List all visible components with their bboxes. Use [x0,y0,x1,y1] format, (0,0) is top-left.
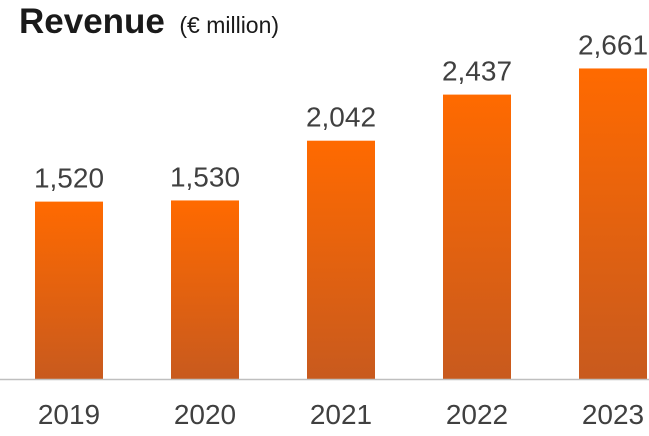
category-label-2023: 2023 [582,399,644,430]
bar-2020 [171,200,239,379]
value-label-2021: 2,042 [306,102,376,133]
value-label-2022: 2,437 [442,56,512,87]
category-label-2022: 2022 [446,399,508,430]
bar-2022 [443,95,511,379]
bar-2021 [307,141,375,379]
category-labels-group: 2019 2020 2021 2022 2023 [38,399,644,430]
value-label-2020: 1,530 [170,161,240,192]
bar-2023 [579,68,647,379]
category-label-2021: 2021 [310,399,372,430]
bar-2019 [35,202,103,379]
value-label-2019: 1,520 [34,163,104,194]
value-label-2023: 2,661 [578,29,648,60]
category-label-2019: 2019 [38,399,100,430]
category-label-2020: 2020 [174,399,236,430]
